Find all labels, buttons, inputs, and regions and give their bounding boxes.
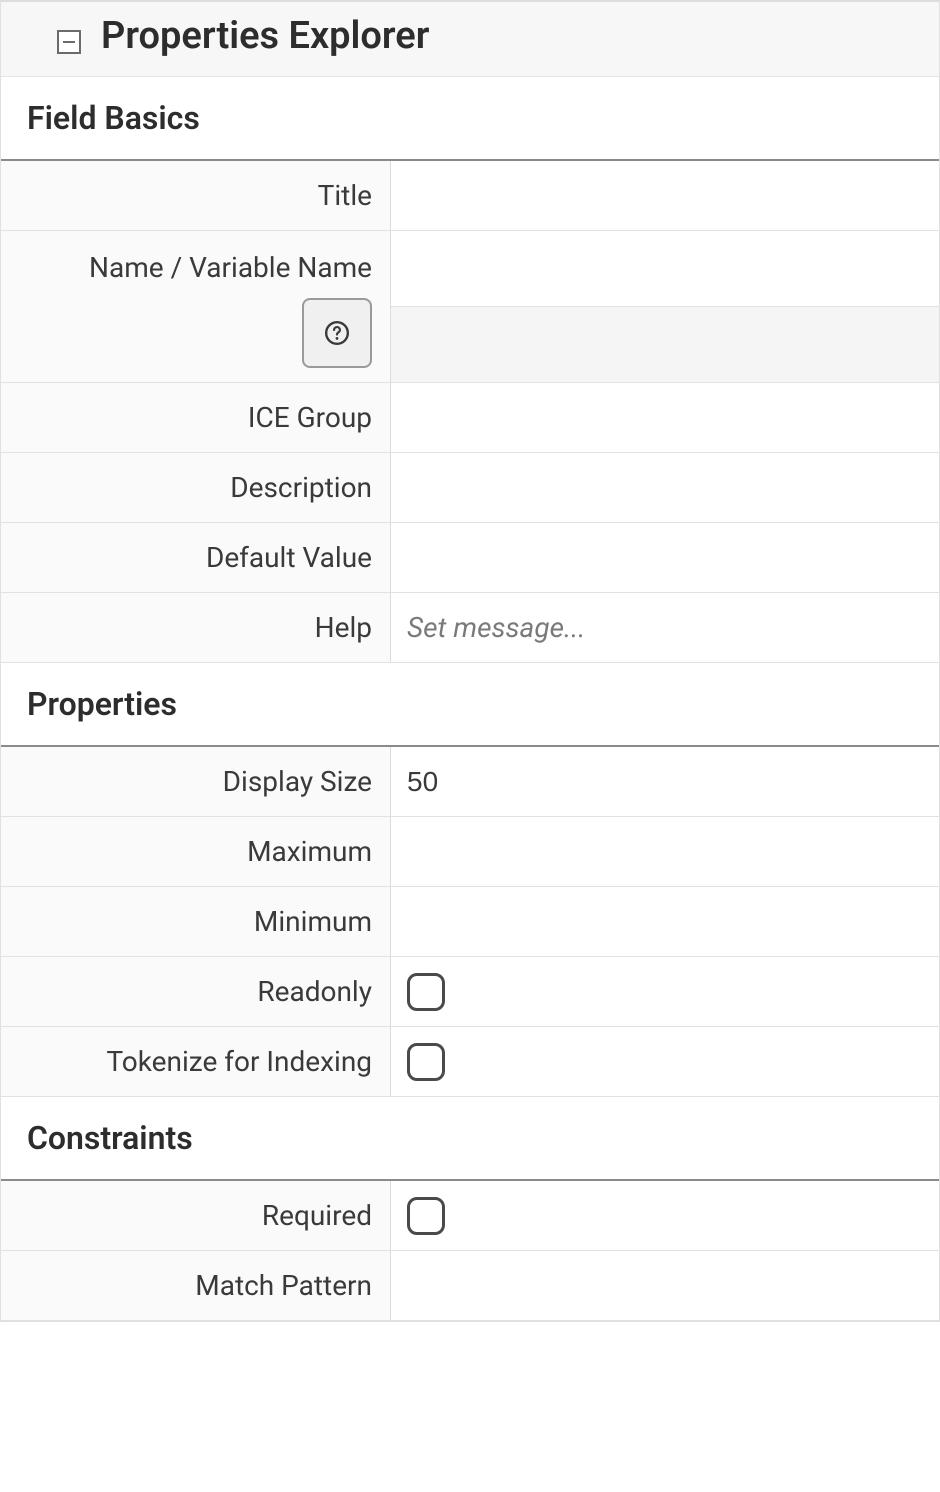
name-help-button[interactable]	[302, 298, 372, 368]
value-display-size[interactable]	[391, 747, 939, 816]
label-minimum: Minimum	[1, 887, 391, 956]
help-placeholder: Set message...	[407, 611, 585, 644]
tokenize-checkbox[interactable]	[407, 1043, 445, 1081]
value-required	[391, 1181, 939, 1250]
question-circle-icon	[324, 320, 350, 346]
label-match-pattern: Match Pattern	[1, 1251, 391, 1320]
section-constraints-header: Constraints	[1, 1097, 939, 1181]
value-title[interactable]	[391, 161, 939, 230]
value-help[interactable]: Set message...	[391, 593, 939, 662]
value-minimum[interactable]	[391, 887, 939, 956]
row-maximum: Maximum	[1, 817, 939, 887]
row-match-pattern: Match Pattern	[1, 1251, 939, 1321]
row-title: Title	[1, 161, 939, 231]
row-minimum: Minimum	[1, 887, 939, 957]
variable-name-input-wrap[interactable]	[391, 306, 939, 382]
name-input[interactable]	[407, 239, 923, 298]
panel-header: Properties Explorer	[1, 2, 939, 77]
label-name: Name / Variable Name	[1, 231, 391, 382]
ice-group-input[interactable]	[407, 391, 923, 444]
value-maximum[interactable]	[391, 817, 939, 886]
label-title: Title	[1, 161, 391, 230]
value-readonly	[391, 957, 939, 1026]
minimum-input[interactable]	[407, 895, 923, 948]
row-help: Help Set message...	[1, 593, 939, 663]
description-input[interactable]	[407, 461, 923, 514]
label-required: Required	[1, 1181, 391, 1250]
label-description: Description	[1, 453, 391, 522]
section-properties-header: Properties	[1, 663, 939, 747]
section-field-basics-header: Field Basics	[1, 77, 939, 161]
properties-explorer-panel: Properties Explorer Field Basics Title N…	[0, 0, 940, 1322]
label-name-text: Name / Variable Name	[89, 251, 372, 284]
required-checkbox[interactable]	[407, 1197, 445, 1235]
value-description[interactable]	[391, 453, 939, 522]
panel-title: Properties Explorer	[101, 14, 429, 58]
value-default-value[interactable]	[391, 523, 939, 592]
name-input-wrap[interactable]	[391, 231, 939, 306]
readonly-checkbox[interactable]	[407, 973, 445, 1011]
maximum-input[interactable]	[407, 825, 923, 878]
row-default-value: Default Value	[1, 523, 939, 593]
collapse-icon[interactable]	[57, 30, 81, 54]
row-tokenize: Tokenize for Indexing	[1, 1027, 939, 1097]
variable-name-input[interactable]	[407, 315, 923, 374]
title-input[interactable]	[407, 169, 923, 222]
row-readonly: Readonly	[1, 957, 939, 1027]
value-name	[391, 231, 939, 382]
label-tokenize: Tokenize for Indexing	[1, 1027, 391, 1096]
default-value-input[interactable]	[407, 531, 923, 584]
value-match-pattern[interactable]	[391, 1251, 939, 1320]
value-ice-group[interactable]	[391, 383, 939, 452]
label-default-value: Default Value	[1, 523, 391, 592]
label-display-size: Display Size	[1, 747, 391, 816]
label-maximum: Maximum	[1, 817, 391, 886]
row-required: Required	[1, 1181, 939, 1251]
label-readonly: Readonly	[1, 957, 391, 1026]
label-ice-group: ICE Group	[1, 383, 391, 452]
match-pattern-input[interactable]	[407, 1259, 923, 1312]
row-ice-group: ICE Group	[1, 383, 939, 453]
label-help: Help	[1, 593, 391, 662]
display-size-input[interactable]	[407, 755, 923, 808]
row-name: Name / Variable Name	[1, 231, 939, 383]
row-description: Description	[1, 453, 939, 523]
row-display-size: Display Size	[1, 747, 939, 817]
value-tokenize	[391, 1027, 939, 1096]
